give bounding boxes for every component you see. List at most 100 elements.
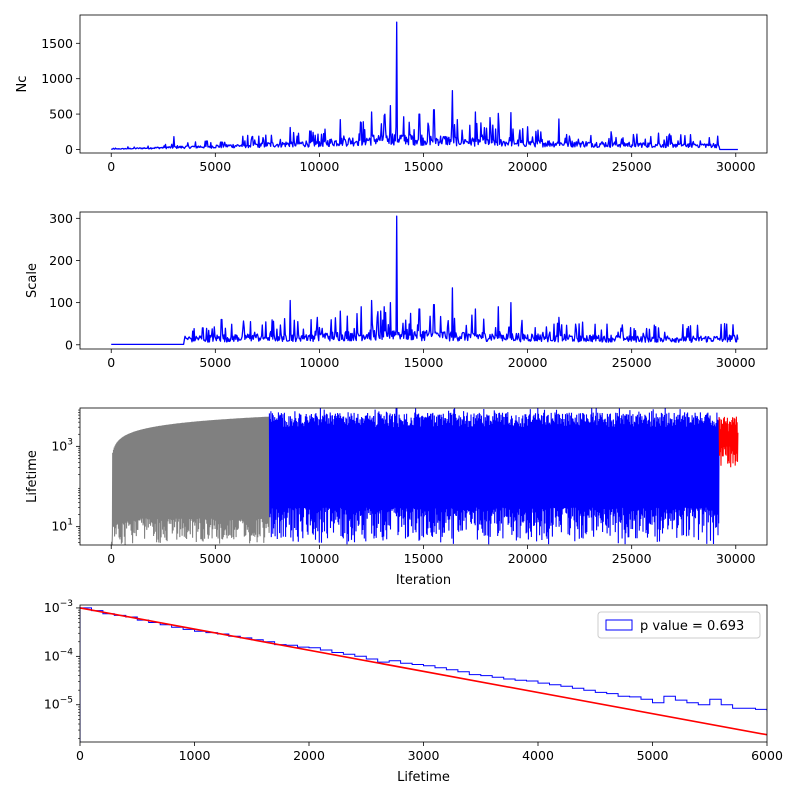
- histogram-bin: [183, 629, 194, 742]
- x-tick-label: 0: [76, 748, 84, 763]
- histogram-bin: [733, 708, 744, 742]
- histogram-bin: [675, 700, 686, 742]
- x-tick-label: 6000: [751, 748, 783, 763]
- y-tick-label: 100: [49, 295, 73, 310]
- x-tick-label: 25000: [612, 551, 652, 566]
- histogram: [80, 607, 800, 742]
- x-tick-label: 25000: [612, 159, 652, 174]
- legend-label: p value = 0.693: [640, 619, 744, 634]
- x-tick-label: 20000: [508, 355, 548, 370]
- y-tick-label: 10−3: [44, 599, 73, 615]
- y-tick-label: 500: [49, 107, 73, 122]
- histogram-bin: [664, 696, 675, 742]
- plot-frame-scale: [79, 211, 768, 350]
- histogram-bin: [355, 656, 366, 742]
- y-tick-label: 10−5: [44, 696, 73, 712]
- x-tick-label: 20000: [508, 159, 548, 174]
- histogram-bin: [492, 677, 503, 742]
- histogram-bin: [653, 703, 664, 742]
- y-tick-label: 1000: [41, 71, 73, 86]
- x-tick-label: 1000: [179, 748, 211, 763]
- histogram-bin: [378, 662, 389, 742]
- histogram-bin: [435, 668, 446, 742]
- histogram-bin: [401, 663, 412, 742]
- histogram-bin: [172, 627, 183, 742]
- x-tick-label: 30000: [716, 355, 756, 370]
- series-line-scale: [111, 215, 739, 346]
- histogram-bin: [309, 648, 320, 742]
- y-tick-label: 300: [49, 211, 73, 226]
- series-line-nc: [111, 21, 738, 151]
- y-axis-label: Scale: [25, 263, 40, 298]
- histogram-bin: [561, 686, 572, 742]
- x-tick-label: 5000: [199, 159, 231, 174]
- histogram-bin: [114, 615, 125, 742]
- legend-box: [597, 611, 761, 639]
- y-tick-label: 1500: [41, 36, 73, 51]
- x-tick-label: 0: [107, 551, 115, 566]
- histogram-bin: [229, 636, 240, 742]
- fit-line: [80, 607, 767, 736]
- series-line-main: [268, 408, 720, 545]
- histogram-bin: [641, 699, 652, 742]
- histogram-bin: [618, 696, 629, 742]
- histogram-bin: [126, 617, 137, 742]
- x-tick-label: 15000: [404, 159, 444, 174]
- x-tick-label: 5000: [637, 748, 669, 763]
- histogram-bin: [206, 633, 217, 742]
- axes-nc: 0 5000 10000 15000 20000 25000 30000 0 500 1000 15…: [15, 36, 756, 174]
- histogram-bin: [320, 650, 331, 742]
- axes-scale: 0 5000 10000 15000 20000 25000 30000 0 100 200 300…: [25, 211, 756, 370]
- histogram-bin: [298, 647, 309, 742]
- x-tick-label: 15000: [404, 551, 444, 566]
- histogram-bin: [343, 654, 354, 742]
- histogram-bin: [469, 675, 480, 742]
- histogram-bin: [137, 620, 148, 742]
- histogram-bin: [366, 659, 377, 742]
- histogram-bin: [446, 670, 457, 742]
- y-tick-label: 10−4: [44, 647, 73, 663]
- y-tick-label: 0: [65, 142, 73, 157]
- histogram-bin: [412, 664, 423, 742]
- x-tick-label: 30000: [716, 551, 756, 566]
- histogram-bin: [286, 645, 297, 742]
- y-tick-label: 103: [51, 437, 73, 453]
- x-axis-label: Lifetime: [397, 770, 450, 785]
- histogram-bin: [149, 623, 160, 742]
- histogram-bin: [103, 614, 114, 742]
- y-axis-label: Nc: [15, 76, 30, 93]
- axes-lifetime-histogram: 0 1000 2000 3000 4000 5000 6000 10−5 10−4 10−3 Lif…: [44, 599, 783, 785]
- histogram-bin: [767, 711, 778, 742]
- histogram-bin: [595, 692, 606, 742]
- y-tick-label: 101: [51, 518, 73, 534]
- x-tick-label: 0: [107, 355, 115, 370]
- histogram-bin: [630, 697, 641, 742]
- histogram-bin: [744, 708, 755, 742]
- x-tick-label: 10000: [300, 551, 340, 566]
- histogram-bin: [91, 611, 102, 742]
- histogram-bin: [252, 640, 263, 742]
- legend-swatch: [605, 619, 633, 631]
- series-line-burn-in: [110, 416, 270, 545]
- legend: p value = 0.693: [597, 611, 761, 639]
- axes-lifetime-vs-iteration: 0 5000 10000 15000 20000 25000 30000 101 103 Life…: [25, 409, 756, 588]
- histogram-bin: [756, 709, 767, 742]
- histogram-step: [80, 607, 767, 742]
- histogram-bin: [332, 653, 343, 742]
- histogram-bin: [607, 694, 618, 742]
- x-tick-label: 0: [107, 159, 115, 174]
- histogram-bin: [217, 634, 228, 742]
- histogram-bin: [424, 666, 435, 742]
- histogram-bin: [790, 715, 800, 742]
- histogram-bin: [721, 705, 732, 742]
- histogram-bin: [263, 642, 274, 742]
- histogram-bin: [275, 645, 286, 742]
- plot-frame-nc: [79, 14, 768, 154]
- histogram-bin: [572, 688, 583, 742]
- y-tick-label: 0: [65, 337, 73, 352]
- x-tick-label: 5000: [199, 355, 231, 370]
- x-tick-label: 2000: [293, 748, 325, 763]
- histogram-bin: [389, 661, 400, 742]
- histogram-bin: [458, 672, 469, 742]
